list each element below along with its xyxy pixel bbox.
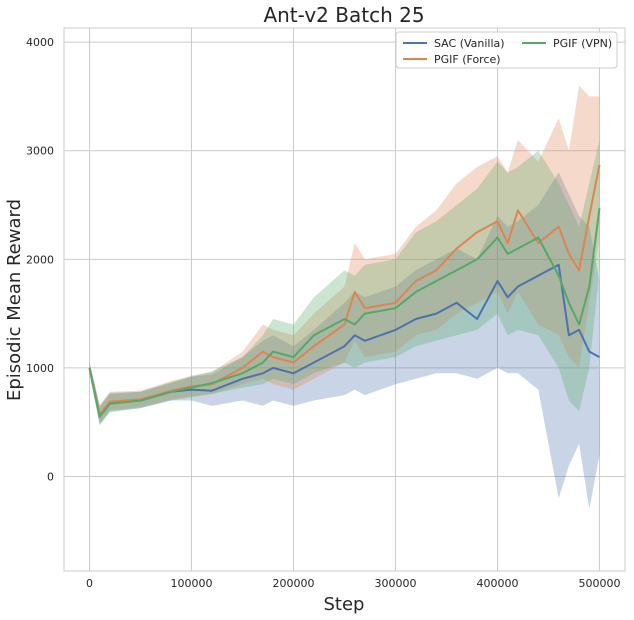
band-pgif-force	[89, 85, 600, 424]
x-tick-label: 500000	[579, 577, 621, 590]
x-axis-title: Step	[324, 594, 365, 615]
tick-labels: 0 100000 200000 300000 400000 500000 0 1000 2000…	[26, 36, 621, 590]
x-tick-label: 0	[86, 577, 93, 590]
series-lines	[88, 164, 601, 418]
line-pgif-vpn	[88, 208, 601, 418]
grid	[64, 28, 625, 571]
chart-title: Ant-v2 Batch 25	[263, 3, 424, 27]
x-tick-label: 300000	[375, 577, 417, 590]
y-tick-label: 1000	[26, 362, 54, 375]
legend: SAC (Vanilla) PGIF (Force) PGIF (VPN)	[395, 31, 618, 69]
y-axis-title: Episodic Mean Reward	[4, 199, 25, 401]
line-sac-vanilla	[88, 263, 600, 417]
legend-label-pgif-force: PGIF (Force)	[434, 53, 501, 66]
line-pgif-force	[88, 164, 601, 416]
y-tick-label: 4000	[26, 36, 54, 49]
y-tick-label: 3000	[26, 145, 54, 158]
legend-label-sac: SAC (Vanilla)	[434, 37, 505, 50]
y-tick-label: 0	[47, 471, 54, 484]
legend-label-pgif-vpn: PGIF (VPN)	[553, 37, 612, 50]
legend-box	[395, 31, 618, 69]
band-pgif-vpn	[89, 139, 600, 426]
x-tick-label: 400000	[477, 577, 519, 590]
y-tick-label: 2000	[26, 253, 54, 266]
confidence-bands	[89, 85, 600, 510]
x-tick-label: 100000	[171, 577, 213, 590]
band-sac-vanilla	[89, 172, 600, 510]
plot-area	[63, 27, 626, 572]
x-tick-label: 200000	[273, 577, 315, 590]
